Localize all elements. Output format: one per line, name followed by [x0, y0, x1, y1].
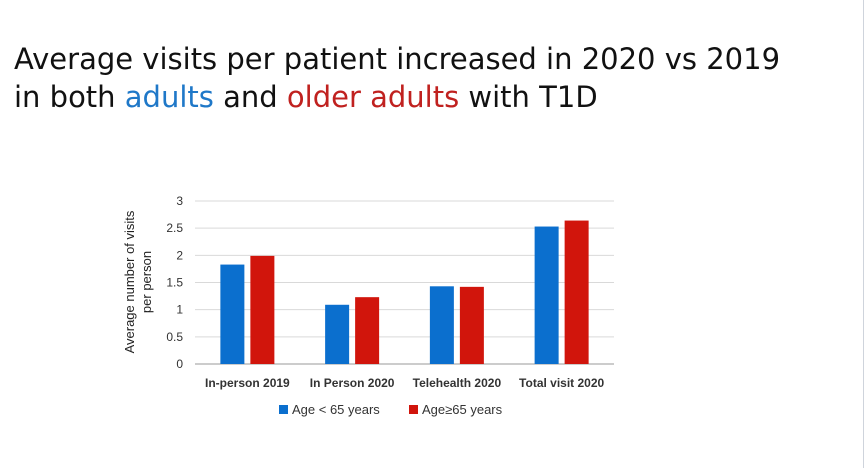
y-tick-label: 3	[176, 194, 183, 208]
title-line-2: in both adults and older adults with T1D	[14, 78, 780, 116]
title-line-1: Average visits per patient increased in …	[14, 42, 781, 76]
title-text-c: and	[213, 80, 287, 114]
legend-swatch-65-plus	[409, 405, 418, 414]
y-tick-label: 0	[176, 357, 183, 371]
legend-swatch-under-65	[279, 405, 288, 414]
legend-label-65-plus: Age≥65 years	[422, 402, 503, 417]
y-tick-label: 0.5	[166, 330, 183, 344]
title-highlight-adults: adults	[124, 80, 214, 114]
y-axis-label-line-1: Average number of visits	[122, 210, 137, 353]
bar-under-65-1	[220, 264, 245, 364]
legend: Age < 65 years Age≥65 years	[279, 402, 503, 417]
y-tick-label: 1.5	[166, 276, 183, 290]
y-axis-label-line-2: per person	[139, 251, 154, 313]
title-text-a: in both	[14, 80, 125, 114]
y-tick-label: 2.5	[166, 221, 183, 235]
bar-under-65-2	[325, 304, 350, 364]
bar-65-plus-3	[459, 286, 484, 364]
category-label: Telehealth 2020	[413, 376, 502, 390]
category-label: Total visit 2020	[519, 376, 604, 390]
y-tick-label: 1	[176, 303, 183, 317]
bar-65-plus-1	[250, 255, 275, 364]
x-axis-categories: In-person 2019 In Person 2020 Telehealth 2…	[205, 376, 604, 390]
y-tick-label: 2	[176, 248, 183, 262]
title-highlight-older-adults: older adults	[286, 80, 460, 114]
category-label: In-person 2019	[205, 376, 290, 390]
title-text-e: with T1D	[459, 80, 598, 114]
legend-label-under-65: Age < 65 years	[292, 402, 380, 417]
bar-under-65-3	[429, 286, 454, 364]
bar-under-65-4	[534, 226, 559, 364]
y-axis-ticks: 0 0.5 1 1.5 2 2.5 3	[166, 194, 183, 371]
category-label: In Person 2020	[310, 376, 395, 390]
slide-title: Average visits per patient increased in …	[14, 40, 780, 116]
bar-65-plus-4	[564, 220, 589, 364]
bars	[220, 220, 589, 364]
bar-65-plus-2	[355, 297, 380, 364]
